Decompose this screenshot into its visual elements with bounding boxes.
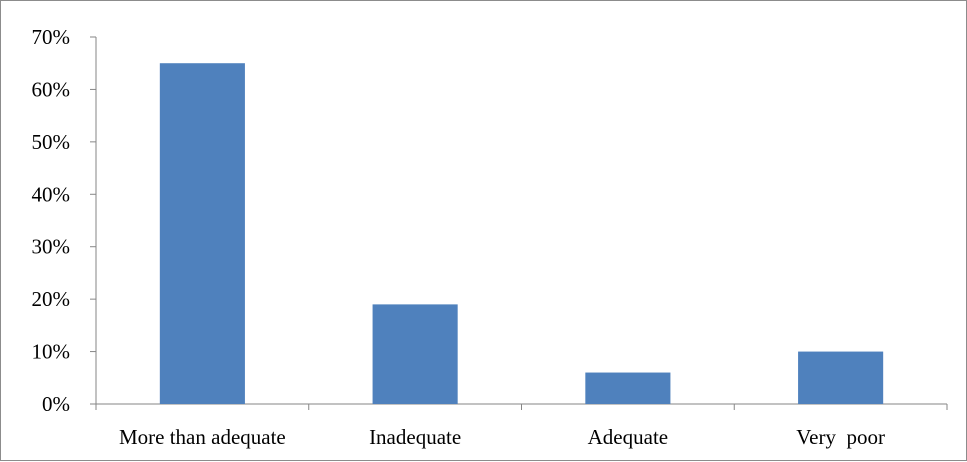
- x-axis: [95, 403, 948, 410]
- x-category-label: More than adequate: [119, 425, 286, 449]
- x-category-label: Inadequate: [369, 425, 461, 449]
- x-category-label: Adequate: [588, 425, 668, 449]
- y-tick-label: 30%: [32, 235, 71, 259]
- y-tick-label: 20%: [32, 287, 71, 311]
- category-labels: More than adequate Inadequate Adequate Very…: [119, 425, 885, 449]
- y-tick-label: 0%: [42, 392, 70, 416]
- bar: [159, 63, 245, 404]
- y-tick-label: 70%: [32, 25, 71, 49]
- bar: [798, 351, 884, 404]
- bar: [585, 372, 671, 404]
- y-tick-label: 40%: [32, 182, 71, 206]
- y-tick-label: 50%: [32, 130, 71, 154]
- y-axis: 0% 10% 20% 30% 40% 50% 60% 70%: [32, 25, 97, 416]
- x-category-label: Very poor: [796, 425, 885, 449]
- y-tick-label: 60%: [32, 77, 71, 101]
- bars: [159, 63, 884, 404]
- bar: [372, 304, 458, 404]
- y-tick-label: 10%: [32, 340, 71, 364]
